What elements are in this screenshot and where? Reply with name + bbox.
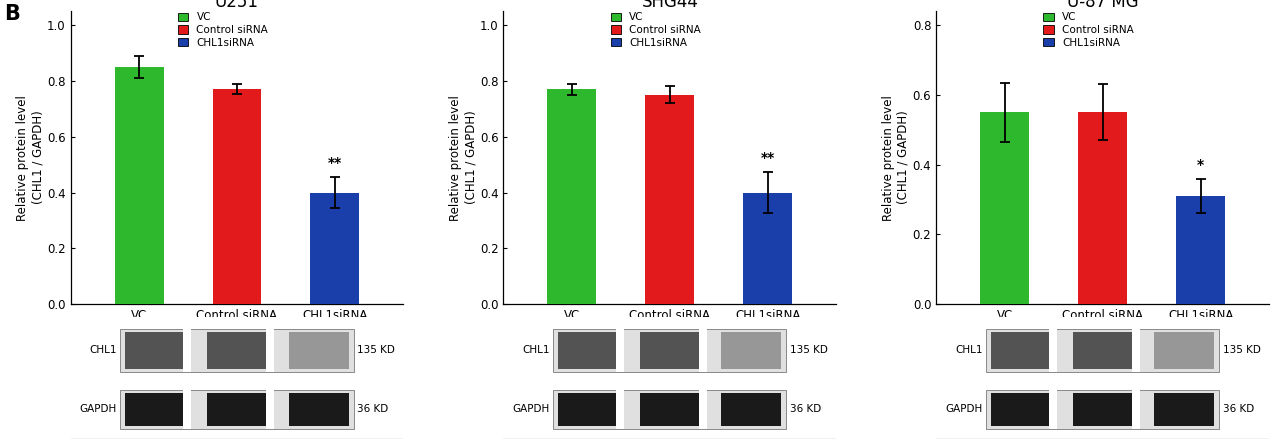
Bar (126, 332, 186, 369)
Text: CHL1: CHL1 (955, 345, 983, 355)
Bar (1073, 332, 1133, 369)
Bar (183, 390, 191, 429)
Bar (986, 329, 1219, 372)
Text: 135 KD: 135 KD (1223, 345, 1260, 355)
Bar (744, 193, 792, 304)
Text: **: ** (328, 156, 342, 170)
Bar (991, 393, 1051, 426)
Bar (699, 329, 708, 372)
Y-axis label: Relative protein level
(CHL1 / GAPDH): Relative protein level (CHL1 / GAPDH) (882, 95, 910, 220)
Text: CHL1: CHL1 (90, 345, 117, 355)
Text: 36 KD: 36 KD (790, 404, 820, 415)
Text: 135 KD: 135 KD (790, 345, 828, 355)
Y-axis label: Relative protein level
(CHL1 / GAPDH): Relative protein level (CHL1 / GAPDH) (449, 95, 477, 220)
Text: 36 KD: 36 KD (1223, 404, 1254, 415)
Bar (267, 390, 274, 429)
Bar (114, 67, 164, 304)
Bar (1049, 390, 1056, 429)
Bar (558, 332, 618, 369)
Ellipse shape (294, 396, 344, 423)
Bar (1154, 393, 1214, 426)
Bar (1176, 196, 1226, 304)
Text: 135 KD: 135 KD (356, 345, 395, 355)
Bar (640, 393, 700, 426)
Bar (547, 89, 596, 304)
Ellipse shape (645, 396, 695, 423)
Bar (1132, 390, 1140, 429)
Ellipse shape (212, 396, 263, 423)
Bar (722, 332, 782, 369)
Bar (288, 393, 349, 426)
Text: 36 KD: 36 KD (356, 404, 388, 415)
Text: **: ** (760, 151, 774, 165)
Text: GAPDH: GAPDH (79, 404, 117, 415)
Title: U251: U251 (215, 0, 259, 11)
Bar (558, 393, 618, 426)
Bar (206, 393, 267, 426)
Bar (1132, 329, 1140, 372)
Bar (722, 393, 782, 426)
Bar (1049, 329, 1056, 372)
Bar (121, 329, 354, 372)
Bar (615, 390, 624, 429)
Bar (554, 329, 786, 372)
Title: U-87 MG: U-87 MG (1067, 0, 1138, 11)
Bar (126, 393, 186, 426)
Bar (981, 112, 1029, 304)
Legend: VC, Control siRNA, CHL1siRNA: VC, Control siRNA, CHL1siRNA (1041, 11, 1136, 50)
Bar (991, 332, 1051, 369)
Y-axis label: Relative protein level
(CHL1 / GAPDH): Relative protein level (CHL1 / GAPDH) (17, 95, 45, 220)
Bar (121, 390, 354, 429)
Text: GAPDH: GAPDH (513, 404, 550, 415)
Bar (615, 329, 624, 372)
Bar (267, 329, 274, 372)
Ellipse shape (996, 396, 1046, 423)
Bar (699, 390, 708, 429)
Legend: VC, Control siRNA, CHL1siRNA: VC, Control siRNA, CHL1siRNA (609, 11, 703, 50)
Ellipse shape (563, 396, 614, 423)
Bar (288, 332, 349, 369)
Bar (1154, 332, 1214, 369)
Bar (1078, 112, 1127, 304)
Bar (554, 390, 786, 429)
Ellipse shape (726, 396, 777, 423)
Title: SHG44: SHG44 (641, 0, 699, 11)
Bar (213, 89, 262, 304)
Bar (1073, 393, 1133, 426)
Text: CHL1: CHL1 (523, 345, 550, 355)
Text: *: * (1197, 158, 1204, 172)
Bar (986, 390, 1219, 429)
Text: B: B (4, 4, 19, 24)
Ellipse shape (1077, 396, 1128, 423)
Bar (206, 332, 267, 369)
Bar (645, 95, 695, 304)
Ellipse shape (1159, 396, 1210, 423)
Text: GAPDH: GAPDH (946, 404, 983, 415)
Bar (310, 193, 359, 304)
Bar (183, 329, 191, 372)
Bar (640, 332, 700, 369)
Legend: VC, Control siRNA, CHL1siRNA: VC, Control siRNA, CHL1siRNA (176, 11, 271, 50)
Ellipse shape (129, 396, 181, 423)
